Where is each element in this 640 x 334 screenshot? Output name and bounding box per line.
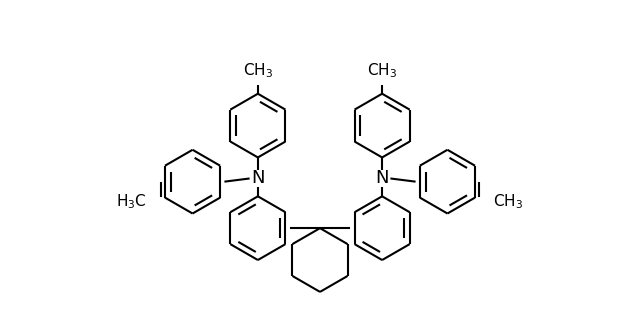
Text: CH$_3$: CH$_3$ bbox=[493, 193, 524, 211]
Text: CH$_3$: CH$_3$ bbox=[367, 61, 397, 80]
Text: CH$_3$: CH$_3$ bbox=[243, 61, 273, 80]
Text: N: N bbox=[376, 169, 389, 187]
Text: N: N bbox=[251, 169, 264, 187]
Text: H$_3$C: H$_3$C bbox=[116, 193, 147, 211]
